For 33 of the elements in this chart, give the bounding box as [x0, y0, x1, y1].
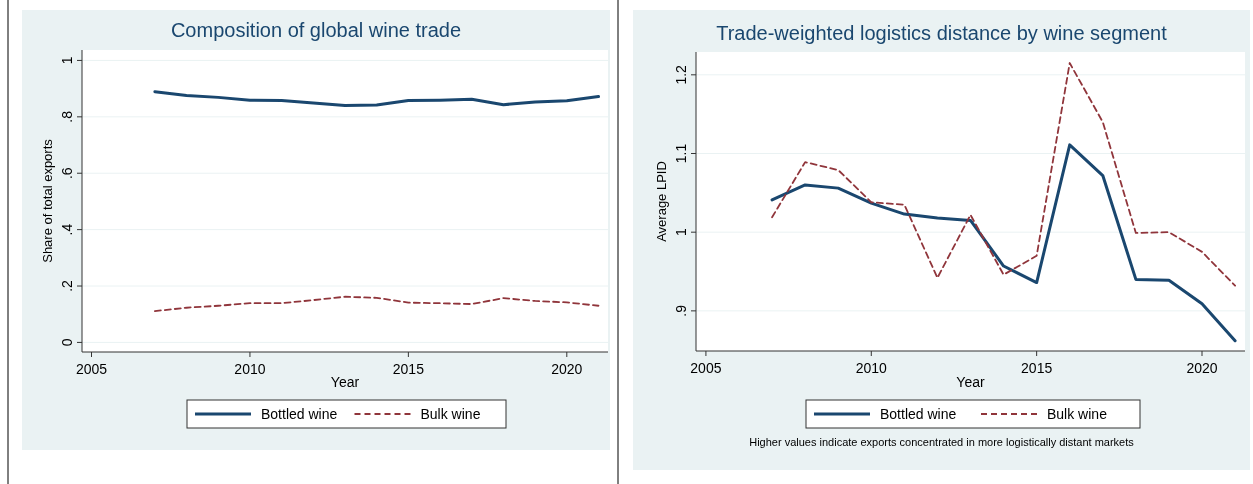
- line-series: [771, 62, 1236, 287]
- y-axis-title: Share of total exports: [40, 138, 55, 263]
- x-tick-label: 2020: [1186, 360, 1218, 376]
- y-tick-label: 1: [59, 56, 75, 65]
- y-tick-label: 1.1: [673, 143, 689, 164]
- y-tick-label: 1: [673, 228, 689, 237]
- y-tick-label: .4: [59, 223, 75, 236]
- y-tick-label: .9: [673, 304, 689, 317]
- x-tick-label: 2005: [690, 360, 722, 376]
- y-tick-label: .8: [59, 110, 75, 123]
- x-tick-label: 2010: [234, 361, 266, 377]
- legend-label: Bottled wine: [880, 406, 957, 422]
- legend-label: Bottled wine: [261, 406, 338, 422]
- x-axis-title: Year: [956, 374, 985, 390]
- y-tick-label: .2: [59, 279, 75, 292]
- x-tick-label: 2015: [1021, 360, 1053, 376]
- legend-label: Bulk wine: [420, 406, 481, 422]
- line-series: [770, 143, 1237, 343]
- y-tick-label: 0: [59, 338, 75, 347]
- x-tick-label: 2020: [551, 361, 583, 377]
- y-tick-label: 1.2: [673, 64, 689, 85]
- x-tick-label: 2005: [75, 361, 108, 377]
- y-tick-label: .6: [59, 167, 75, 180]
- line-series: [153, 90, 600, 108]
- line-series: [153, 295, 600, 313]
- y-axis-title: Average LPID: [654, 161, 669, 242]
- chart-title: Trade-weighted logistics distance by wine segment: [716, 22, 1168, 44]
- legend-label: Bulk wine: [1047, 406, 1108, 422]
- x-tick-label: 2010: [855, 360, 888, 376]
- x-axis-title: Year: [330, 374, 360, 390]
- x-tick-label: 2015: [392, 361, 425, 377]
- text: Higher values indicate exports concentrated in more logistically distant markets: [749, 436, 1135, 448]
- chart-title: Composition of global wine trade: [170, 19, 462, 41]
